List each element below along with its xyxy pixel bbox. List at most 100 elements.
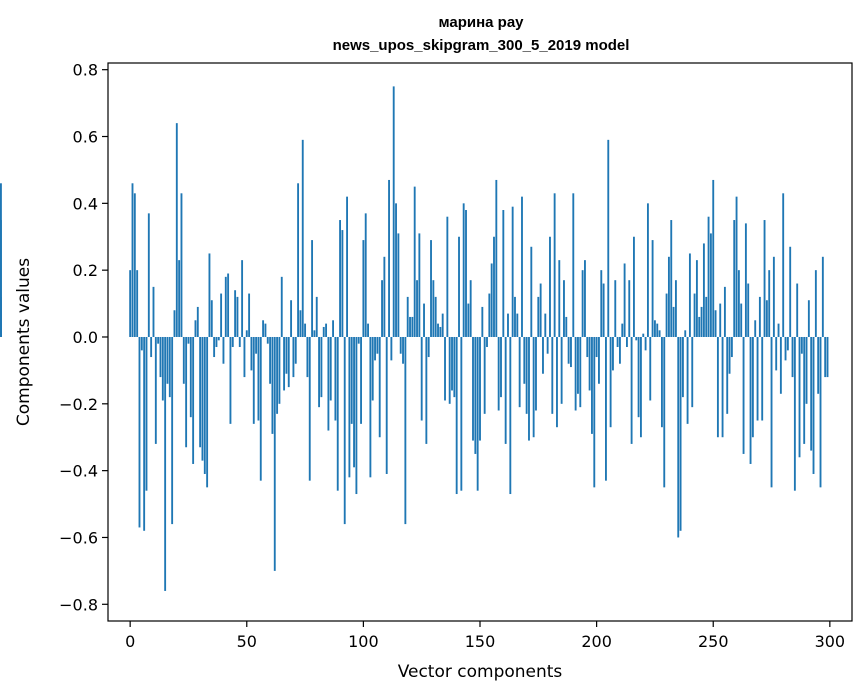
bar bbox=[565, 316, 568, 337]
bar bbox=[364, 213, 367, 337]
bar bbox=[369, 336, 372, 478]
bar bbox=[486, 336, 488, 348]
y-axis-ticks: −0.8 −0.6 −0.4 −0.2 0.0 0.2 0.4 0.6 0.8 bbox=[59, 61, 108, 614]
bar bbox=[269, 336, 272, 384]
bar bbox=[572, 193, 575, 337]
bar bbox=[168, 336, 171, 398]
y-tick-label: 0.8 bbox=[73, 61, 98, 80]
bar bbox=[616, 336, 619, 348]
x-tick-label: 250 bbox=[698, 632, 729, 651]
bar bbox=[693, 293, 696, 337]
bar bbox=[437, 323, 439, 337]
bar bbox=[395, 203, 397, 337]
bar bbox=[558, 260, 561, 337]
bar bbox=[0, 183, 2, 337]
bar bbox=[285, 336, 288, 374]
y-tick-label: −0.2 bbox=[59, 395, 98, 414]
bar bbox=[761, 336, 764, 421]
bar bbox=[182, 336, 185, 384]
bar bbox=[434, 296, 437, 337]
bar bbox=[385, 336, 388, 474]
bar bbox=[644, 336, 647, 351]
bar bbox=[276, 336, 279, 414]
bar bbox=[374, 336, 376, 361]
bar bbox=[264, 323, 267, 337]
bar bbox=[733, 220, 736, 337]
bar bbox=[262, 320, 265, 337]
bar bbox=[196, 306, 199, 337]
bar bbox=[532, 336, 535, 438]
x-axis-ticks: 0 50 100 150 200 250 300 bbox=[125, 621, 845, 651]
bar bbox=[378, 336, 381, 438]
plot-frame bbox=[107, 62, 853, 622]
bar bbox=[658, 330, 661, 337]
bars-group bbox=[0, 86, 829, 591]
bar bbox=[446, 216, 449, 337]
bar bbox=[159, 336, 162, 378]
bar bbox=[726, 336, 729, 414]
bar bbox=[346, 196, 348, 337]
bar bbox=[518, 336, 521, 408]
bar bbox=[530, 246, 533, 337]
x-tick-label: 300 bbox=[815, 632, 846, 651]
bar bbox=[252, 336, 255, 424]
bar bbox=[467, 303, 470, 337]
bar bbox=[430, 240, 432, 337]
bar bbox=[154, 336, 157, 444]
bar bbox=[458, 236, 460, 337]
bar bbox=[588, 336, 591, 391]
bar bbox=[633, 236, 635, 337]
bar bbox=[740, 303, 743, 337]
bar bbox=[516, 313, 519, 337]
bar bbox=[334, 336, 337, 421]
bar bbox=[803, 336, 806, 444]
bar bbox=[259, 336, 262, 481]
bar bbox=[593, 336, 596, 488]
bar bbox=[723, 286, 726, 337]
bar bbox=[140, 336, 143, 351]
bar bbox=[432, 280, 435, 337]
bar bbox=[145, 336, 148, 491]
bar bbox=[649, 336, 652, 401]
bar bbox=[586, 336, 589, 358]
bar bbox=[175, 123, 178, 337]
y-tick-label: 0.0 bbox=[73, 328, 98, 347]
bar bbox=[542, 336, 544, 374]
bar bbox=[488, 293, 491, 337]
bar bbox=[595, 336, 598, 358]
bar bbox=[357, 336, 360, 344]
bar bbox=[350, 336, 353, 424]
bar bbox=[392, 86, 395, 337]
bar bbox=[814, 270, 817, 337]
bar bbox=[702, 243, 705, 337]
bar bbox=[343, 336, 346, 525]
bar bbox=[735, 196, 738, 337]
bar bbox=[462, 203, 465, 337]
bar bbox=[465, 210, 467, 337]
bar bbox=[775, 336, 778, 371]
bar bbox=[217, 336, 220, 341]
bar bbox=[772, 256, 775, 337]
bar bbox=[388, 179, 390, 337]
bar bbox=[280, 276, 283, 337]
bar bbox=[612, 336, 614, 371]
bar bbox=[688, 253, 691, 337]
bar bbox=[577, 336, 579, 394]
bar bbox=[805, 336, 808, 404]
bar bbox=[173, 310, 176, 337]
bar bbox=[670, 220, 673, 337]
bar bbox=[427, 336, 430, 358]
bar bbox=[472, 336, 474, 441]
bar bbox=[663, 336, 666, 488]
bar bbox=[798, 336, 801, 458]
bar bbox=[367, 323, 369, 337]
x-axis-label: Vector components bbox=[398, 662, 563, 682]
bar bbox=[234, 290, 237, 337]
bar bbox=[763, 220, 766, 337]
bar bbox=[504, 336, 507, 444]
bar bbox=[283, 336, 286, 391]
bar bbox=[570, 336, 572, 368]
y-tick-label: −0.4 bbox=[59, 462, 98, 481]
